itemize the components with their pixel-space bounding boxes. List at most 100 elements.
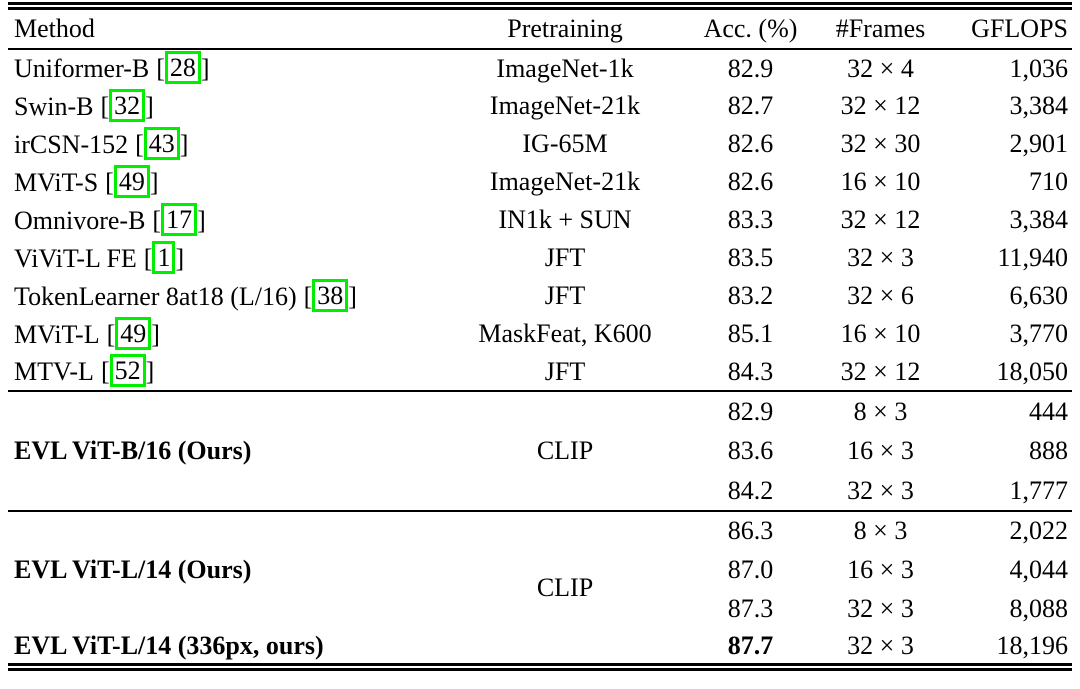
frames-cell: 32 × 4 <box>847 53 914 83</box>
bracket-open: [ <box>100 91 110 121</box>
table-row-mvit-s: MViT-S[49] ImageNet-21k 82.6 16 × 10 710 <box>8 163 1072 201</box>
method-cell: Uniformer-B[28] <box>8 49 442 87</box>
accuracy-cell: 87.3 <box>727 593 774 623</box>
citation-link[interactable]: [38] <box>303 278 357 312</box>
gflops-cell: 888 <box>1029 436 1068 465</box>
table-header: Method Pretraining Acc. (%) #Frames GFLO… <box>8 6 1072 50</box>
citation-number: 49 <box>113 164 150 198</box>
citation-link[interactable]: [49] <box>105 164 159 198</box>
citation-number: 28 <box>164 51 201 84</box>
pretraining-cell: ImageNet-21k <box>489 91 641 120</box>
frames-cell: 32 × 6 <box>847 281 914 310</box>
bracket-open: [ <box>156 54 165 83</box>
frames-cell: 32 × 3 <box>847 593 914 623</box>
method-cell: TokenLearner 8at18 (L/16)[38] <box>8 277 442 315</box>
section-baselines: Uniformer-B[28] ImageNet-1k 82.9 32 × 4 … <box>8 49 1072 391</box>
gflops-cell: 4,044 <box>1009 554 1069 584</box>
gflops-cell: 8,088 <box>1009 593 1069 623</box>
pretraining-cell: JFT <box>544 356 586 386</box>
accuracy-cell: 83.3 <box>727 205 774 234</box>
accuracy-cell: 84.2 <box>727 475 774 505</box>
table-row-evl-l14-8f: EVL ViT-L/14 (Ours) CLIP 86.3 8 × 3 2,02… <box>8 511 1072 602</box>
method-cell: Omnivore-B[17] <box>8 201 442 239</box>
accuracy-cell: 84.3 <box>727 356 774 386</box>
table-row-evl-b16-8f: EVL ViT-B/16 (Ours) CLIP 82.9 8 × 3 444 <box>8 391 1072 466</box>
table-row-ircsn-152: irCSN-152[43] IG-65M 82.6 32 × 30 2,901 <box>8 125 1072 163</box>
gflops-cell: 2,901 <box>1009 129 1069 158</box>
method-name: ViViT-L FE <box>14 243 137 273</box>
frames-cell: 32 × 30 <box>840 129 921 158</box>
table-row-vivit-l-fe: ViViT-L FE[1] JFT 83.5 32 × 3 11,940 <box>8 239 1072 277</box>
method-cell: MTV-L[52] <box>8 353 442 391</box>
gflops-cell: 3,384 <box>1009 91 1069 120</box>
frames-cell: 8 × 3 <box>853 396 908 426</box>
col-header-gflops: GFLOPS <box>948 6 1072 50</box>
citation-number: 38 <box>312 278 349 312</box>
citation-number: 52 <box>109 354 146 387</box>
bracket-open: [ <box>106 319 116 349</box>
table-row-evl-l14-16f: 87.0 16 × 3 4,044 <box>8 550 1072 589</box>
citation-link[interactable]: [52] <box>100 354 155 387</box>
method-name: irCSN-152 <box>14 129 129 159</box>
accuracy-cell: 82.9 <box>727 396 774 426</box>
citation-link[interactable]: [28] <box>156 51 210 84</box>
accuracy-cell: 83.6 <box>727 436 774 465</box>
bracket-close: ] <box>151 319 160 349</box>
pretraining-cell: JFT <box>544 281 586 310</box>
frames-cell: 16 × 3 <box>847 554 914 584</box>
pretraining-cell: IG-65M <box>522 129 608 158</box>
citation-link[interactable]: [17] <box>152 202 206 236</box>
gflops-cell: 11,940 <box>997 243 1068 272</box>
pretraining-cell: ImageNet-1k <box>496 53 634 83</box>
gflops-cell: 1,777 <box>1009 475 1069 505</box>
bracket-open: [ <box>100 357 110 386</box>
bracket-open: [ <box>105 167 114 197</box>
pretraining-cell: IN1k + SUN <box>498 205 632 234</box>
col-header-frames: #Frames <box>813 6 948 50</box>
frames-cell: 32 × 3 <box>847 475 914 505</box>
bracket-open: [ <box>303 281 313 311</box>
citation-link[interactable]: [1] <box>143 240 185 274</box>
table-row-evl-l14-32f: 87.3 32 × 3 8,088 <box>8 589 1072 628</box>
gflops-cell: 710 <box>1029 167 1068 196</box>
citation-number: 49 <box>115 316 152 350</box>
frames-cell: 32 × 3 <box>847 243 914 272</box>
bracket-close: ] <box>200 54 210 83</box>
accuracy-cell-best: 87.7 <box>727 630 774 660</box>
table-row-omnivore-b: Omnivore-B[17] IN1k + SUN 83.3 32 × 12 3… <box>8 201 1072 239</box>
accuracy-cell: 82.6 <box>727 167 774 196</box>
accuracy-cell: 87.0 <box>727 554 774 584</box>
frames-cell: 16 × 10 <box>840 167 921 196</box>
section-evl-vit-l14: EVL ViT-L/14 (Ours) CLIP 86.3 8 × 3 2,02… <box>8 511 1072 667</box>
method-name: MViT-L <box>14 319 100 349</box>
table-row-swin-b: Swin-B[32] ImageNet-21k 82.7 32 × 12 3,3… <box>8 87 1072 125</box>
method-cell: ViViT-L FE[1] <box>8 239 442 277</box>
bracket-close: ] <box>175 243 185 273</box>
gflops-cell: 444 <box>1029 396 1068 426</box>
gflops-cell: 18,196 <box>996 630 1069 660</box>
bracket-close: ] <box>145 357 155 386</box>
citation-link[interactable]: [49] <box>106 316 160 350</box>
accuracy-cell: 83.2 <box>727 281 774 310</box>
accuracy-cell: 82.7 <box>727 91 774 120</box>
bracket-open: [ <box>143 243 153 273</box>
method-name: MViT-S <box>14 167 99 197</box>
col-header-method: Method <box>8 6 442 50</box>
method-name: Swin-B <box>14 91 94 121</box>
table-row-evl-b16-16f: 83.6 16 × 3 888 <box>8 431 1072 471</box>
header-row: Method Pretraining Acc. (%) #Frames GFLO… <box>8 6 1072 50</box>
frames-cell: 16 × 3 <box>847 436 914 465</box>
accuracy-cell: 83.5 <box>727 243 774 272</box>
table-row-mvit-l: MViT-L[49] MaskFeat, K600 85.1 16 × 10 3… <box>8 315 1072 353</box>
bracket-close: ] <box>145 91 154 121</box>
citation-link[interactable]: [32] <box>100 88 154 122</box>
bracket-open: [ <box>135 129 144 159</box>
accuracy-cell: 82.9 <box>727 53 774 83</box>
citation-link[interactable]: [43] <box>135 126 188 160</box>
frames-cell: 32 × 12 <box>840 91 921 120</box>
col-header-pretraining: Pretraining <box>442 6 688 50</box>
pretraining-cell: JFT <box>544 243 586 272</box>
gflops-cell: 18,050 <box>996 356 1069 386</box>
bracket-close: ] <box>149 167 159 197</box>
method-cell-evl-b16: EVL ViT-B/16 (Ours) <box>14 436 252 465</box>
